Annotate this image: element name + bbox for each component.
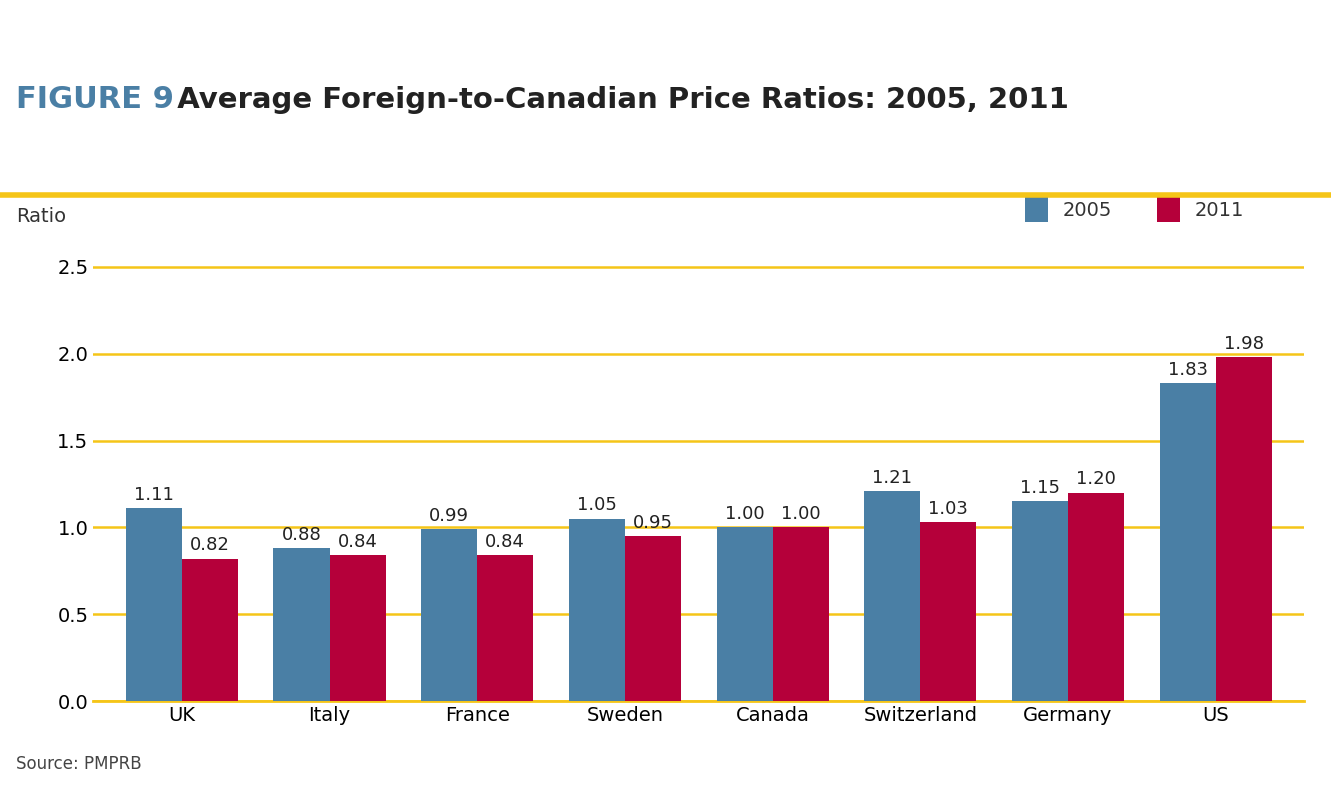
Text: 0.95: 0.95: [634, 514, 673, 532]
Bar: [1159, 383, 1215, 701]
Bar: [1012, 501, 1067, 701]
Bar: [330, 556, 386, 701]
Text: 0.84: 0.84: [338, 533, 378, 551]
Bar: [1215, 357, 1272, 701]
Text: 1.03: 1.03: [929, 500, 969, 518]
Bar: [626, 536, 681, 701]
Bar: [182, 559, 238, 701]
Text: Average Foreign-to-Canadian Price Ratios: 2005, 2011: Average Foreign-to-Canadian Price Ratios…: [157, 85, 1069, 114]
Text: 1.20: 1.20: [1077, 470, 1117, 489]
Bar: [1067, 493, 1125, 701]
Text: 2005: 2005: [1063, 201, 1113, 220]
Text: 1.15: 1.15: [1020, 479, 1059, 497]
Text: Source: PMPRB: Source: PMPRB: [16, 755, 141, 773]
Bar: [920, 522, 977, 701]
Bar: [478, 556, 534, 701]
Text: 0.99: 0.99: [429, 507, 469, 525]
Text: 2011: 2011: [1195, 201, 1244, 220]
Text: 0.84: 0.84: [486, 533, 526, 551]
Bar: [772, 528, 829, 701]
Text: 1.21: 1.21: [872, 469, 912, 487]
Bar: [273, 548, 330, 701]
Text: 1.98: 1.98: [1223, 335, 1264, 353]
Text: 1.83: 1.83: [1167, 361, 1207, 379]
Text: 0.88: 0.88: [282, 526, 321, 544]
Text: 1.00: 1.00: [781, 505, 820, 523]
Bar: [1157, 196, 1181, 222]
Text: FIGURE 9: FIGURE 9: [16, 85, 174, 114]
Text: 0.82: 0.82: [190, 536, 230, 555]
Bar: [864, 491, 920, 701]
Text: 1.05: 1.05: [576, 497, 616, 514]
Bar: [421, 529, 478, 701]
Bar: [716, 528, 772, 701]
Bar: [1025, 196, 1049, 222]
Text: Ratio: Ratio: [16, 207, 67, 226]
Bar: [125, 508, 182, 701]
Text: 1.00: 1.00: [725, 505, 764, 523]
Text: 1.11: 1.11: [134, 486, 173, 504]
Bar: [568, 519, 626, 701]
